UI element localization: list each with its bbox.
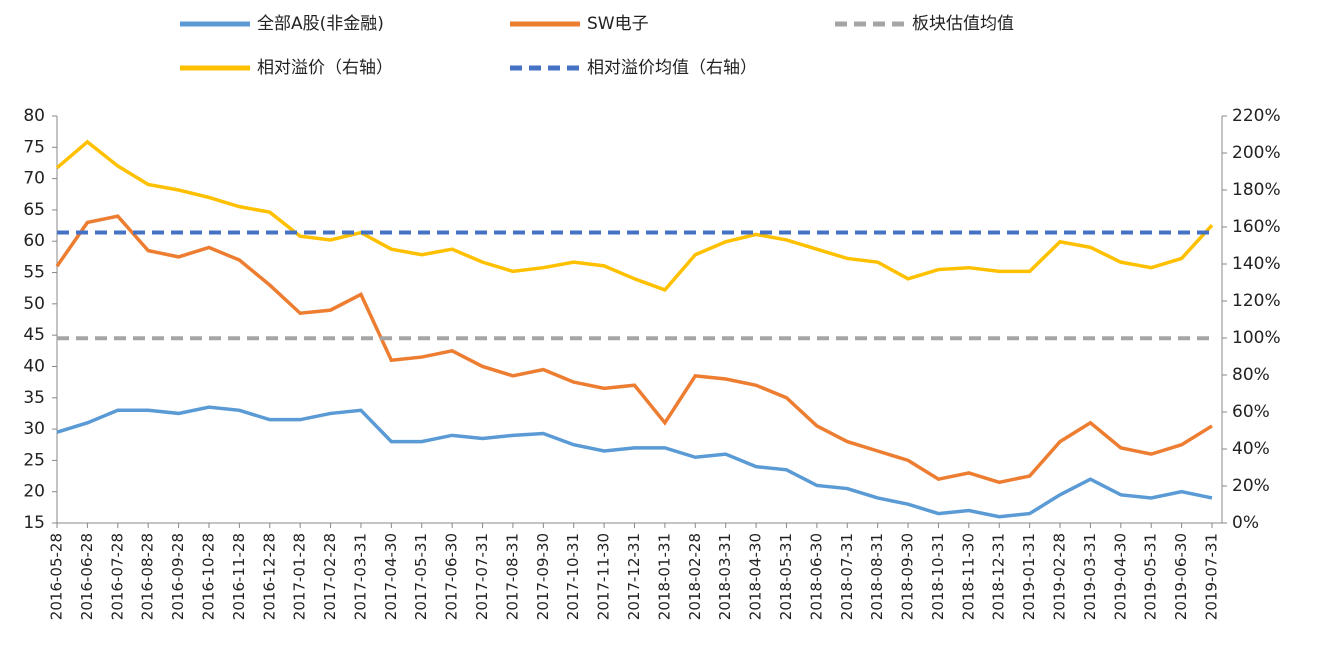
x-tick-label: 2018-03-31 bbox=[716, 533, 734, 620]
y-tick-label: 35 bbox=[23, 388, 45, 408]
x-tick-label: 2019-07-31 bbox=[1203, 533, 1221, 620]
x-tick-label: 2017-11-30 bbox=[595, 533, 613, 620]
y2-tick-label: 120% bbox=[1232, 291, 1281, 311]
legend-label: 相对溢价（右轴） bbox=[257, 58, 393, 78]
x-tick-label: 2018-01-31 bbox=[655, 533, 673, 620]
x-tick-label: 2016-10-28 bbox=[199, 533, 217, 620]
legend-label: SW电子 bbox=[587, 14, 649, 34]
legend-label: 相对溢价均值（右轴） bbox=[587, 58, 757, 78]
x-tick-label: 2017-10-31 bbox=[564, 533, 582, 620]
x-tick-label: 2017-03-31 bbox=[351, 533, 369, 620]
y2-tick-label: 140% bbox=[1232, 254, 1281, 274]
y2-tick-label: 0% bbox=[1232, 513, 1259, 533]
x-tick-label: 2017-09-30 bbox=[534, 533, 552, 620]
x-tick-label: 2019-01-31 bbox=[1020, 533, 1038, 620]
x-tick-label: 2017-07-31 bbox=[473, 533, 491, 620]
x-tick-label: 2019-02-28 bbox=[1051, 533, 1069, 620]
y-tick-label: 45 bbox=[23, 325, 45, 345]
x-tick-label: 2019-03-31 bbox=[1081, 533, 1099, 620]
series-line bbox=[55, 214, 1213, 485]
y2-tick-label: 180% bbox=[1232, 180, 1281, 200]
y-tick-label: 30 bbox=[23, 419, 45, 439]
y-tick-label: 75 bbox=[23, 137, 45, 157]
y2-tick-label: 100% bbox=[1232, 328, 1281, 348]
y-tick-label: 20 bbox=[23, 482, 45, 502]
x-tick-label: 2017-01-28 bbox=[291, 533, 309, 620]
y2-tick-label: 80% bbox=[1232, 365, 1270, 385]
x-tick-label: 2018-08-31 bbox=[868, 533, 886, 620]
y-tick-label: 80 bbox=[23, 106, 45, 126]
x-tick-label: 2017-04-30 bbox=[382, 533, 400, 620]
x-tick-label: 2018-12-31 bbox=[990, 533, 1008, 620]
x-tick-label: 2017-08-31 bbox=[503, 533, 521, 620]
x-tick-label: 2017-02-28 bbox=[321, 533, 339, 620]
y2-tick-label: 20% bbox=[1232, 476, 1270, 496]
y-tick-label: 70 bbox=[23, 169, 45, 189]
legend-label: 板块估值均值 bbox=[912, 14, 1014, 34]
x-tick-label: 2016-11-28 bbox=[230, 533, 248, 620]
x-tick-label: 2017-12-31 bbox=[625, 533, 643, 620]
y-tick-label: 25 bbox=[23, 450, 45, 470]
y-tick-label: 40 bbox=[23, 356, 45, 376]
x-tick-label: 2018-04-30 bbox=[747, 533, 765, 620]
y2-tick-label: 60% bbox=[1232, 402, 1270, 422]
x-tick-label: 2017-06-30 bbox=[443, 533, 461, 620]
y-tick-label: 60 bbox=[23, 231, 45, 251]
series-line bbox=[55, 139, 1214, 292]
y-tick-label: 65 bbox=[23, 200, 45, 220]
y2-tick-label: 160% bbox=[1232, 217, 1281, 237]
legend-label: 全部A股(非金融) bbox=[257, 14, 384, 34]
series-line bbox=[56, 405, 1213, 519]
x-tick-label: 2018-09-30 bbox=[899, 533, 917, 620]
x-tick-label: 2018-02-28 bbox=[686, 533, 704, 620]
y2-tick-label: 220% bbox=[1232, 106, 1281, 126]
x-tick-label: 2018-06-30 bbox=[807, 533, 825, 620]
x-tick-label: 2019-05-31 bbox=[1142, 533, 1160, 620]
x-tick-label: 2016-12-28 bbox=[260, 533, 278, 620]
x-tick-label: 2018-05-31 bbox=[777, 533, 795, 620]
x-tick-label: 2019-04-30 bbox=[1111, 533, 1129, 620]
x-tick-label: 2019-06-30 bbox=[1172, 533, 1190, 620]
x-tick-label: 2016-06-28 bbox=[78, 533, 96, 620]
x-tick-label: 2018-11-30 bbox=[959, 533, 977, 620]
x-tick-label: 2016-09-28 bbox=[169, 533, 187, 620]
x-tick-label: 2016-08-28 bbox=[139, 533, 157, 620]
y2-tick-label: 200% bbox=[1232, 143, 1281, 163]
y2-tick-label: 40% bbox=[1232, 439, 1270, 459]
x-tick-label: 2016-05-28 bbox=[48, 533, 66, 620]
x-tick-label: 2018-10-31 bbox=[929, 533, 947, 620]
x-tick-label: 2016-07-28 bbox=[108, 533, 126, 620]
y-tick-label: 15 bbox=[23, 513, 45, 533]
y-tick-label: 55 bbox=[23, 263, 45, 283]
x-tick-label: 2018-07-31 bbox=[838, 533, 856, 620]
x-tick-label: 2017-05-31 bbox=[412, 533, 430, 620]
y-tick-label: 50 bbox=[23, 294, 45, 314]
